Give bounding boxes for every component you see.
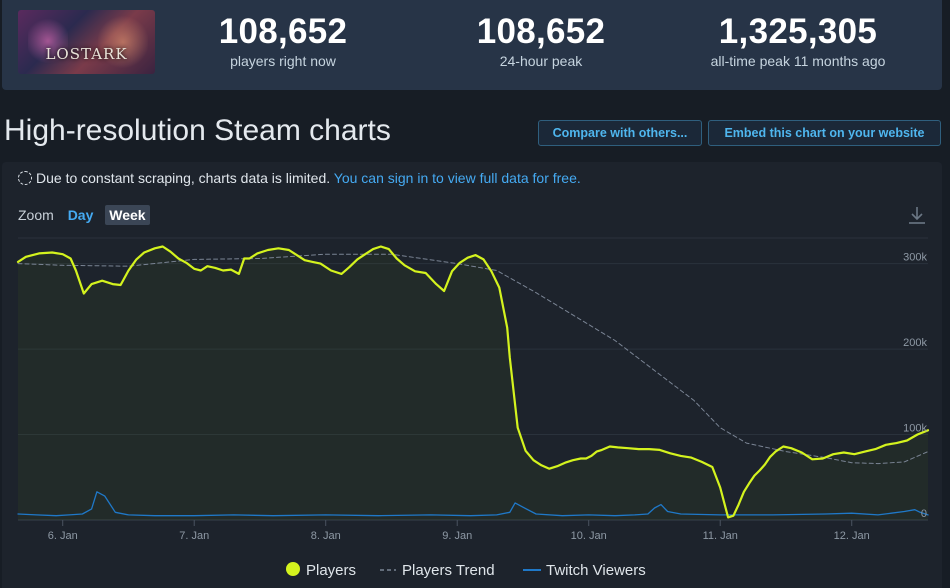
game-logo-thumbnail[interactable]: LOSTARK — [18, 10, 155, 74]
game-logo-text: LOSTARK — [45, 45, 128, 63]
data-limit-notice: Due to constant scraping, charts data is… — [18, 170, 581, 186]
x-tick-label: 10. Jan — [571, 530, 607, 542]
zoom-day-button[interactable]: Day — [67, 207, 94, 223]
sign-in-link[interactable]: You can sign in to view full data for fr… — [333, 170, 581, 186]
zoom-week-button[interactable]: Week — [105, 205, 150, 225]
download-icon[interactable] — [907, 205, 927, 227]
stat-label: 24-hour peak — [499, 53, 583, 69]
x-tick-label: 9. Jan — [442, 530, 472, 542]
embed-chart-button[interactable]: Embed this chart on your website — [708, 120, 941, 146]
stat-label: players right now — [230, 53, 336, 69]
legend-players-marker — [286, 562, 300, 576]
loading-circle-icon — [18, 171, 32, 185]
stats-panel — [2, 0, 942, 90]
stat-value: 108,652 — [218, 12, 348, 51]
twitch-viewers-series-line — [17, 491, 929, 517]
page-title: High-resolution Steam charts — [4, 114, 391, 147]
stat-value: 108,652 — [476, 12, 606, 51]
players-series-line — [16, 245, 930, 519]
legend-players-label[interactable]: Players — [306, 562, 356, 579]
zoom-label: Zoom — [18, 207, 54, 223]
stat-all-time-peak: 1,325,305 all-time peak 11 months ago — [688, 12, 908, 69]
y-tick-label: 200k — [903, 337, 927, 349]
x-tick-label: 7. Jan — [179, 530, 209, 542]
notice-text: Due to constant scraping, charts data is… — [36, 170, 331, 186]
y-tick-label: 300k — [903, 252, 927, 264]
legend-trend-label[interactable]: Players Trend — [402, 562, 495, 579]
stat-24h-peak: 108,652 24-hour peak — [431, 12, 651, 69]
zoom-controls: Zoom Day Week — [18, 205, 150, 225]
x-tick-label: 11. Jan — [703, 530, 738, 542]
y-tick-label: 100k — [903, 423, 927, 435]
stat-label: all-time peak 11 months ago — [710, 53, 886, 69]
stat-players-now: 108,652 players right now — [173, 12, 393, 69]
players-trend-series-line — [17, 253, 929, 465]
x-tick-label: 12. Jan — [834, 530, 870, 542]
stat-value: 1,325,305 — [718, 12, 878, 51]
compare-button[interactable]: Compare with others... — [538, 120, 702, 146]
players-area-fill — [18, 246, 928, 520]
x-tick-label: 6. Jan — [48, 530, 78, 542]
y-tick-label: 0 — [921, 508, 927, 520]
chart-panel — [2, 162, 942, 588]
legend-twitch-label[interactable]: Twitch Viewers — [546, 562, 646, 579]
x-tick-label: 8. Jan — [311, 530, 341, 542]
